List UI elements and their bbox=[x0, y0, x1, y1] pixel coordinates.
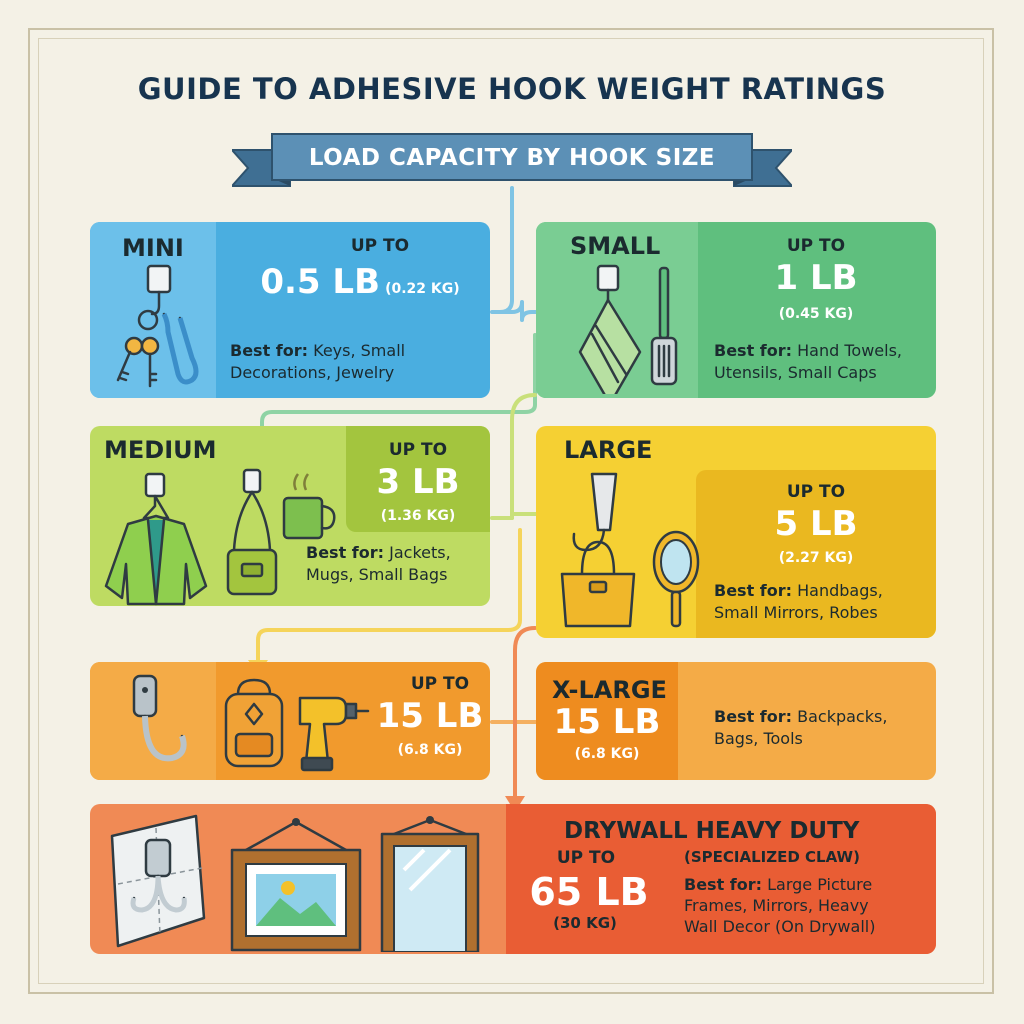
xlarge-info-panel: X-LARGE 15 LB (6.8 KG) Best for: Backpac… bbox=[536, 662, 936, 780]
best-for-text: Best for: Jackets, Mugs, Small Bags bbox=[306, 543, 451, 584]
mini-hook-panel: MINI UP TO 0.5 LB (0.22 KG) Be bbox=[90, 222, 490, 398]
jacket-icon bbox=[104, 472, 208, 606]
keys-icon bbox=[116, 309, 160, 388]
mug-icon bbox=[282, 473, 336, 540]
hook-icon bbox=[146, 264, 172, 316]
medium-hook-panel: MEDIUM UP TO 3 LB (1.36 KG) bbox=[90, 426, 490, 606]
hook-size-name: DRYWALL HEAVY DUTY bbox=[564, 818, 860, 844]
lanyard-icon bbox=[161, 312, 199, 385]
drywall-claw-icon bbox=[110, 814, 206, 948]
capacity-lb: 3 LB bbox=[376, 462, 460, 502]
xlarge-hook-panel: UP TO 15 LB (6.8 KG) bbox=[90, 662, 490, 780]
bag-icon bbox=[226, 468, 278, 596]
hand-mirror-icon bbox=[652, 530, 700, 628]
capacity-kg: (1.36 KG) bbox=[380, 508, 456, 524]
best-for-text: Best for: Handbags, Small Mirrors, Robes bbox=[714, 581, 883, 622]
capacity-kg: (2.27 KG) bbox=[778, 550, 854, 566]
best-for-text: Best for: Hand Towels, Utensils, Small C… bbox=[714, 341, 902, 382]
hook-size-name: SMALL bbox=[570, 232, 661, 260]
upto-label: UP TO bbox=[388, 440, 448, 460]
upto-label: UP TO bbox=[410, 674, 470, 694]
capacity-lb: 15 LB bbox=[553, 702, 661, 742]
page-title: GUIDE TO ADHESIVE HOOK WEIGHT RATINGS bbox=[137, 72, 887, 106]
spatula-icon bbox=[650, 266, 678, 386]
upto-label: UP TO bbox=[556, 848, 616, 868]
best-for-text: Best for: Keys, Small Decorations, Jewel… bbox=[230, 341, 406, 382]
upto-label: UP TO bbox=[350, 236, 410, 256]
capacity-kg: (0.45 KG) bbox=[778, 306, 854, 322]
hook-size-subname: (SPECIALIZED CLAW) bbox=[684, 848, 860, 866]
large-hook-panel: LARGE UP TO 5 LB (2.27 KG) Best for: Han… bbox=[536, 426, 936, 638]
drill-icon bbox=[298, 696, 370, 772]
hook-size-name: MINI bbox=[122, 234, 184, 262]
metal-hook-icon bbox=[132, 674, 187, 762]
capacity-kg: (6.8 KG) bbox=[574, 746, 640, 762]
towel-icon bbox=[578, 298, 642, 394]
capacity-lb: 1 LB bbox=[774, 258, 858, 298]
heavy-duty-panel: DRYWALL HEAVY DUTY (SPECIALIZED CLAW) UP… bbox=[90, 804, 936, 954]
inner-border bbox=[38, 38, 984, 984]
ribbon-label: LOAD CAPACITY BY HOOK SIZE bbox=[308, 145, 716, 171]
capacity-kg: (30 KG) bbox=[553, 914, 617, 932]
subtitle-ribbon: LOAD CAPACITY BY HOOK SIZE bbox=[232, 128, 792, 194]
capacity-kg: (6.8 KG) bbox=[397, 742, 463, 758]
best-for-text: Best for: Backpacks, Bags, Tools bbox=[714, 707, 888, 748]
capacity-kg: (0.22 KG) bbox=[385, 281, 460, 297]
wall-mirror-icon bbox=[380, 816, 480, 952]
small-hook-panel: SMALL UP TO 1 LB (0.45 KG) Best for: Han… bbox=[536, 222, 936, 398]
picture-frame-icon bbox=[230, 818, 362, 952]
handbag-icon bbox=[560, 540, 636, 628]
best-for-text: Best for: Large Picture Frames, Mirrors,… bbox=[684, 875, 876, 936]
backpack-icon bbox=[224, 678, 284, 768]
hook-size-name: MEDIUM bbox=[104, 436, 217, 464]
hook-size-name: X-LARGE bbox=[552, 676, 667, 704]
hook-icon bbox=[572, 472, 618, 552]
outer-border bbox=[28, 28, 994, 994]
hook-size-name: LARGE bbox=[564, 436, 653, 464]
capacity-lb: 5 LB bbox=[774, 504, 858, 544]
upto-label: UP TO bbox=[786, 236, 846, 256]
upto-label: UP TO bbox=[786, 482, 846, 502]
capacity-lb: 0.5 LB bbox=[260, 262, 380, 302]
capacity-lb: 65 LB bbox=[529, 870, 649, 914]
capacity-lb: 15 LB bbox=[376, 696, 484, 736]
hook-icon bbox=[596, 264, 620, 302]
